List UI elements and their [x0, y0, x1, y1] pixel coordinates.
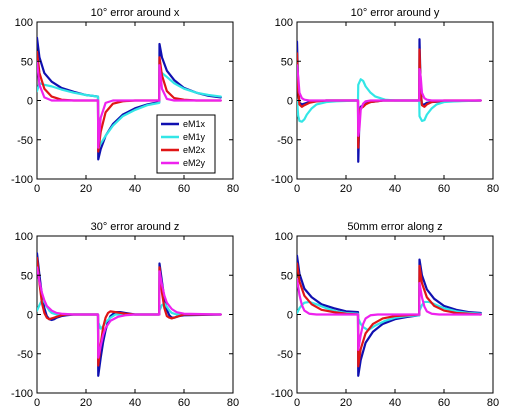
y-tick-label: -50 [277, 349, 293, 361]
series-line-eM1y [297, 78, 482, 123]
y-tick-label: 50 [281, 56, 293, 68]
series-line-eM2y [297, 64, 482, 137]
series-line-eM2y [37, 60, 222, 149]
subplots: 0 20 40 60 80 100 50 0 -50 -100 10° error around x… [11, 7, 499, 409]
x-tick-label: 60 [178, 397, 190, 409]
series-line-eM2x [297, 48, 482, 149]
x-tick-label: 40 [129, 183, 141, 195]
y-tick-label: 0 [27, 96, 33, 108]
x-tick-label: 40 [389, 397, 401, 409]
x-tick-label: 0 [294, 183, 300, 195]
subplot-title: 30° error around z [91, 221, 180, 233]
y-tick-label: 0 [287, 96, 293, 108]
subplot-3: 0 20 40 60 80 100 50 0 -50 -100 30° error around z [11, 221, 239, 409]
series-line-eM2x [297, 262, 482, 368]
series-group [297, 38, 482, 163]
series-line-eM2y [297, 278, 482, 351]
y-tick-label: 100 [15, 17, 33, 29]
y-tick-label: 50 [21, 56, 33, 68]
series-line-eM1y [37, 71, 222, 149]
legend-label-eM1y: eM1y [183, 132, 206, 142]
x-tick-label: 20 [80, 397, 92, 409]
x-tick-label: 0 [34, 183, 40, 195]
legend-label-eM2x: eM2x [183, 145, 206, 155]
subplot-4: 0 20 40 60 80 100 50 0 -50 -100 50mm error along z [271, 221, 499, 409]
y-tick-label: 50 [281, 270, 293, 282]
x-tick-label: 60 [438, 183, 450, 195]
series-line-eM2x [37, 50, 222, 153]
x-tick-label: 40 [129, 397, 141, 409]
series-group [297, 254, 482, 377]
y-tick-label: 100 [275, 17, 293, 29]
y-tick-label: -100 [271, 174, 293, 186]
y-tick-label: -50 [17, 349, 33, 361]
series-line-eM2x [37, 256, 222, 367]
y-tick-label: -100 [11, 174, 33, 186]
x-tick-label: 80 [227, 183, 239, 195]
series-line-eM1x [37, 36, 222, 161]
y-tick-label: -50 [277, 135, 293, 147]
x-tick-label: 20 [340, 397, 352, 409]
y-tick-label: 100 [15, 231, 33, 243]
subplot-title: 10° error around x [91, 7, 180, 19]
x-tick-label: 0 [34, 397, 40, 409]
y-tick-label: 50 [21, 270, 33, 282]
x-tick-label: 20 [80, 183, 92, 195]
series-line-eM1y [37, 299, 222, 330]
y-tick-label: -50 [17, 135, 33, 147]
x-tick-label: 60 [178, 183, 190, 195]
x-tick-label: 20 [340, 183, 352, 195]
series-group [37, 252, 222, 377]
series-group [37, 36, 222, 161]
y-tick-label: -100 [11, 388, 33, 400]
subplot-1: 0 20 40 60 80 100 50 0 -50 -100 10° error around x… [11, 7, 239, 195]
x-tick-label: 80 [227, 397, 239, 409]
subplot-2: 0 20 40 60 80 100 50 0 -50 -100 10° error around y [271, 7, 499, 195]
x-tick-label: 80 [487, 397, 499, 409]
subplot-title: 50mm error along z [347, 221, 442, 233]
y-tick-label: -100 [271, 388, 293, 400]
legend-label-eM2y: eM2y [183, 158, 206, 168]
subplot-title: 10° error around y [351, 7, 440, 19]
y-tick-label: 0 [27, 310, 33, 322]
legend: eM1x eM1y eM2x eM2y [156, 114, 216, 174]
x-tick-label: 0 [294, 397, 300, 409]
series-line-eM2y [37, 266, 222, 359]
x-tick-label: 40 [389, 183, 401, 195]
x-tick-label: 80 [487, 183, 499, 195]
legend-label-eM1x: eM1x [183, 119, 206, 129]
series-line-eM1x [297, 254, 482, 377]
y-tick-label: 100 [275, 231, 293, 243]
y-tick-label: 0 [287, 310, 293, 322]
x-tick-label: 60 [438, 397, 450, 409]
